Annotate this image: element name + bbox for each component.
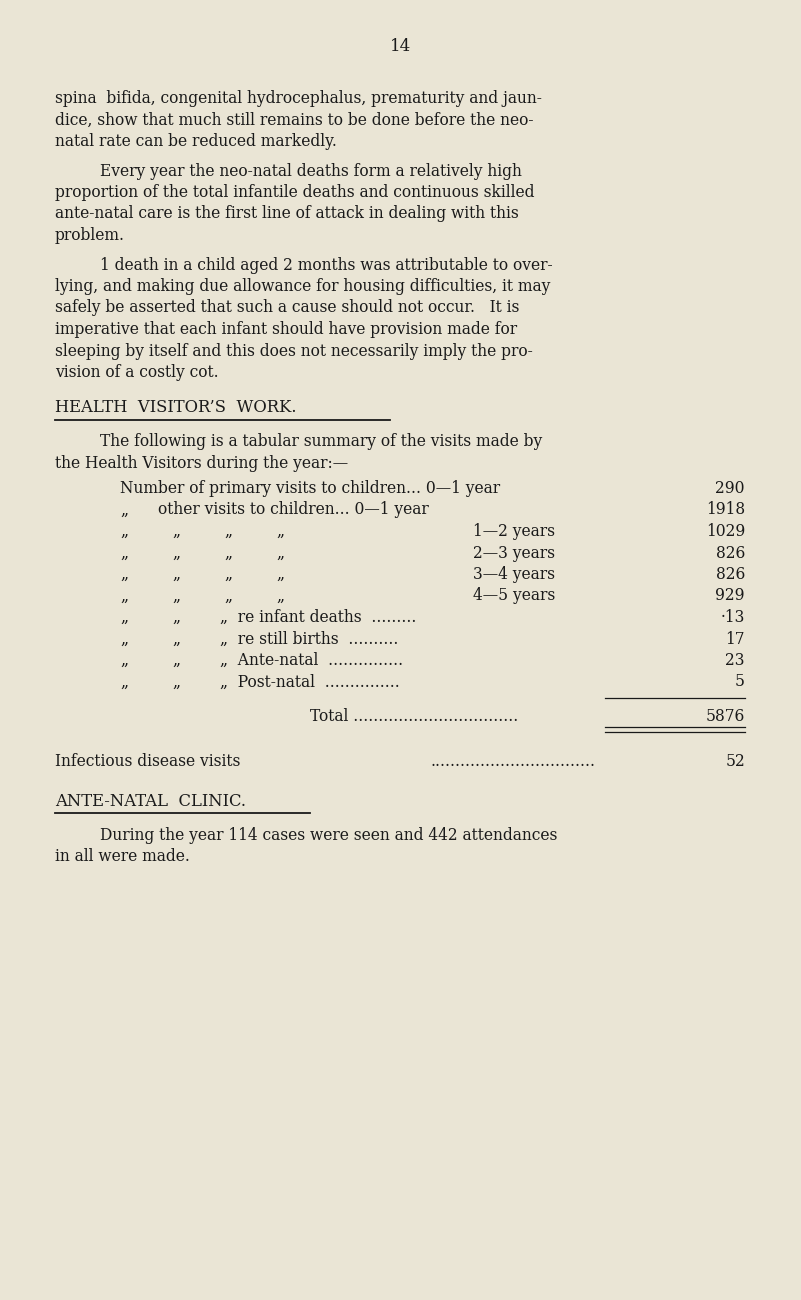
Text: spina  bifida, congenital hydrocephalus, prematurity and jaun-: spina bifida, congenital hydrocephalus, … — [55, 90, 541, 107]
Text: During the year 114 cases were seen and 442 attendances: During the year 114 cases were seen and … — [100, 827, 557, 844]
Text: 1 death in a child aged 2 months was attributable to over-: 1 death in a child aged 2 months was att… — [100, 256, 553, 273]
Text: lying, and making due allowance for housing difficulties, it may: lying, and making due allowance for hous… — [55, 278, 550, 295]
Text: „: „ — [276, 545, 284, 562]
Text: „: „ — [172, 653, 180, 670]
Text: .................................: ................................. — [430, 754, 595, 771]
Text: 1029: 1029 — [706, 523, 745, 540]
Text: „: „ — [120, 502, 128, 519]
Text: „: „ — [276, 588, 284, 604]
Text: Infectious disease visits: Infectious disease visits — [55, 754, 240, 771]
Text: 2—3 years: 2—3 years — [473, 545, 555, 562]
Text: sleeping by itself and this does not necessarily imply the pro-: sleeping by itself and this does not nec… — [55, 342, 533, 360]
Text: „: „ — [172, 673, 180, 690]
Text: 1918: 1918 — [706, 502, 745, 519]
Text: The following is a tabular summary of the visits made by: The following is a tabular summary of th… — [100, 433, 542, 450]
Text: 5: 5 — [735, 673, 745, 690]
Text: „: „ — [120, 523, 128, 540]
Text: 3—4 years: 3—4 years — [473, 566, 555, 582]
Text: Number of primary visits to children... 0—1 year: Number of primary visits to children... … — [120, 480, 500, 497]
Text: „: „ — [172, 523, 180, 540]
Text: „: „ — [120, 608, 128, 627]
Text: Total .................................: Total ................................. — [310, 708, 518, 725]
Text: „: „ — [120, 673, 128, 690]
Text: HEALTH  VISITOR’S  WORK.: HEALTH VISITOR’S WORK. — [55, 399, 296, 416]
Text: „: „ — [172, 545, 180, 562]
Text: Every year the neo-natal deaths form a relatively high: Every year the neo-natal deaths form a r… — [100, 162, 522, 179]
Text: 826: 826 — [715, 566, 745, 582]
Text: problem.: problem. — [55, 227, 125, 244]
Text: „: „ — [172, 608, 180, 627]
Text: ·13: ·13 — [721, 608, 745, 627]
Text: 52: 52 — [725, 754, 745, 771]
Text: the Health Visitors during the year:—: the Health Visitors during the year:— — [55, 455, 348, 472]
Text: 1—2 years: 1—2 years — [473, 523, 555, 540]
Text: „: „ — [120, 588, 128, 604]
Text: „: „ — [120, 545, 128, 562]
Text: „: „ — [224, 566, 232, 582]
Text: proportion of the total infantile deaths and continuous skilled: proportion of the total infantile deaths… — [55, 185, 534, 202]
Text: imperative that each infant should have provision made for: imperative that each infant should have … — [55, 321, 517, 338]
Text: 290: 290 — [715, 480, 745, 497]
Text: 5876: 5876 — [706, 708, 745, 725]
Text: „: „ — [224, 523, 232, 540]
Text: safely be asserted that such a cause should not occur.   It is: safely be asserted that such a cause sho… — [55, 299, 519, 316]
Text: „  Ante-natal  ...............: „ Ante-natal ............... — [220, 653, 403, 670]
Text: ANTE-NATAL  CLINIC.: ANTE-NATAL CLINIC. — [55, 793, 246, 810]
Text: „: „ — [224, 545, 232, 562]
Text: 17: 17 — [726, 630, 745, 647]
Text: dice, show that much still remains to be done before the neo-: dice, show that much still remains to be… — [55, 112, 533, 129]
Text: „: „ — [172, 566, 180, 582]
Text: „: „ — [120, 653, 128, 670]
Text: 14: 14 — [390, 38, 411, 55]
Text: ante-natal care is the first line of attack in dealing with this: ante-natal care is the first line of att… — [55, 205, 519, 222]
Text: „: „ — [276, 523, 284, 540]
Text: „: „ — [172, 630, 180, 647]
Text: in all were made.: in all were made. — [55, 848, 190, 864]
Text: „: „ — [276, 566, 284, 582]
Text: 929: 929 — [715, 588, 745, 604]
Text: „: „ — [224, 588, 232, 604]
Text: 23: 23 — [726, 653, 745, 670]
Text: 4—5 years: 4—5 years — [473, 588, 555, 604]
Text: vision of a costly cot.: vision of a costly cot. — [55, 364, 219, 381]
Text: „  re infant deaths  .........: „ re infant deaths ......... — [220, 608, 417, 627]
Text: other visits to children... 0—1 year: other visits to children... 0—1 year — [158, 502, 429, 519]
Text: „: „ — [120, 566, 128, 582]
Text: „  Post-natal  ...............: „ Post-natal ............... — [220, 673, 400, 690]
Text: „: „ — [120, 630, 128, 647]
Text: „  re still births  ..........: „ re still births .......... — [220, 630, 398, 647]
Text: „: „ — [172, 588, 180, 604]
Text: natal rate can be reduced markedly.: natal rate can be reduced markedly. — [55, 133, 337, 150]
Text: 826: 826 — [715, 545, 745, 562]
